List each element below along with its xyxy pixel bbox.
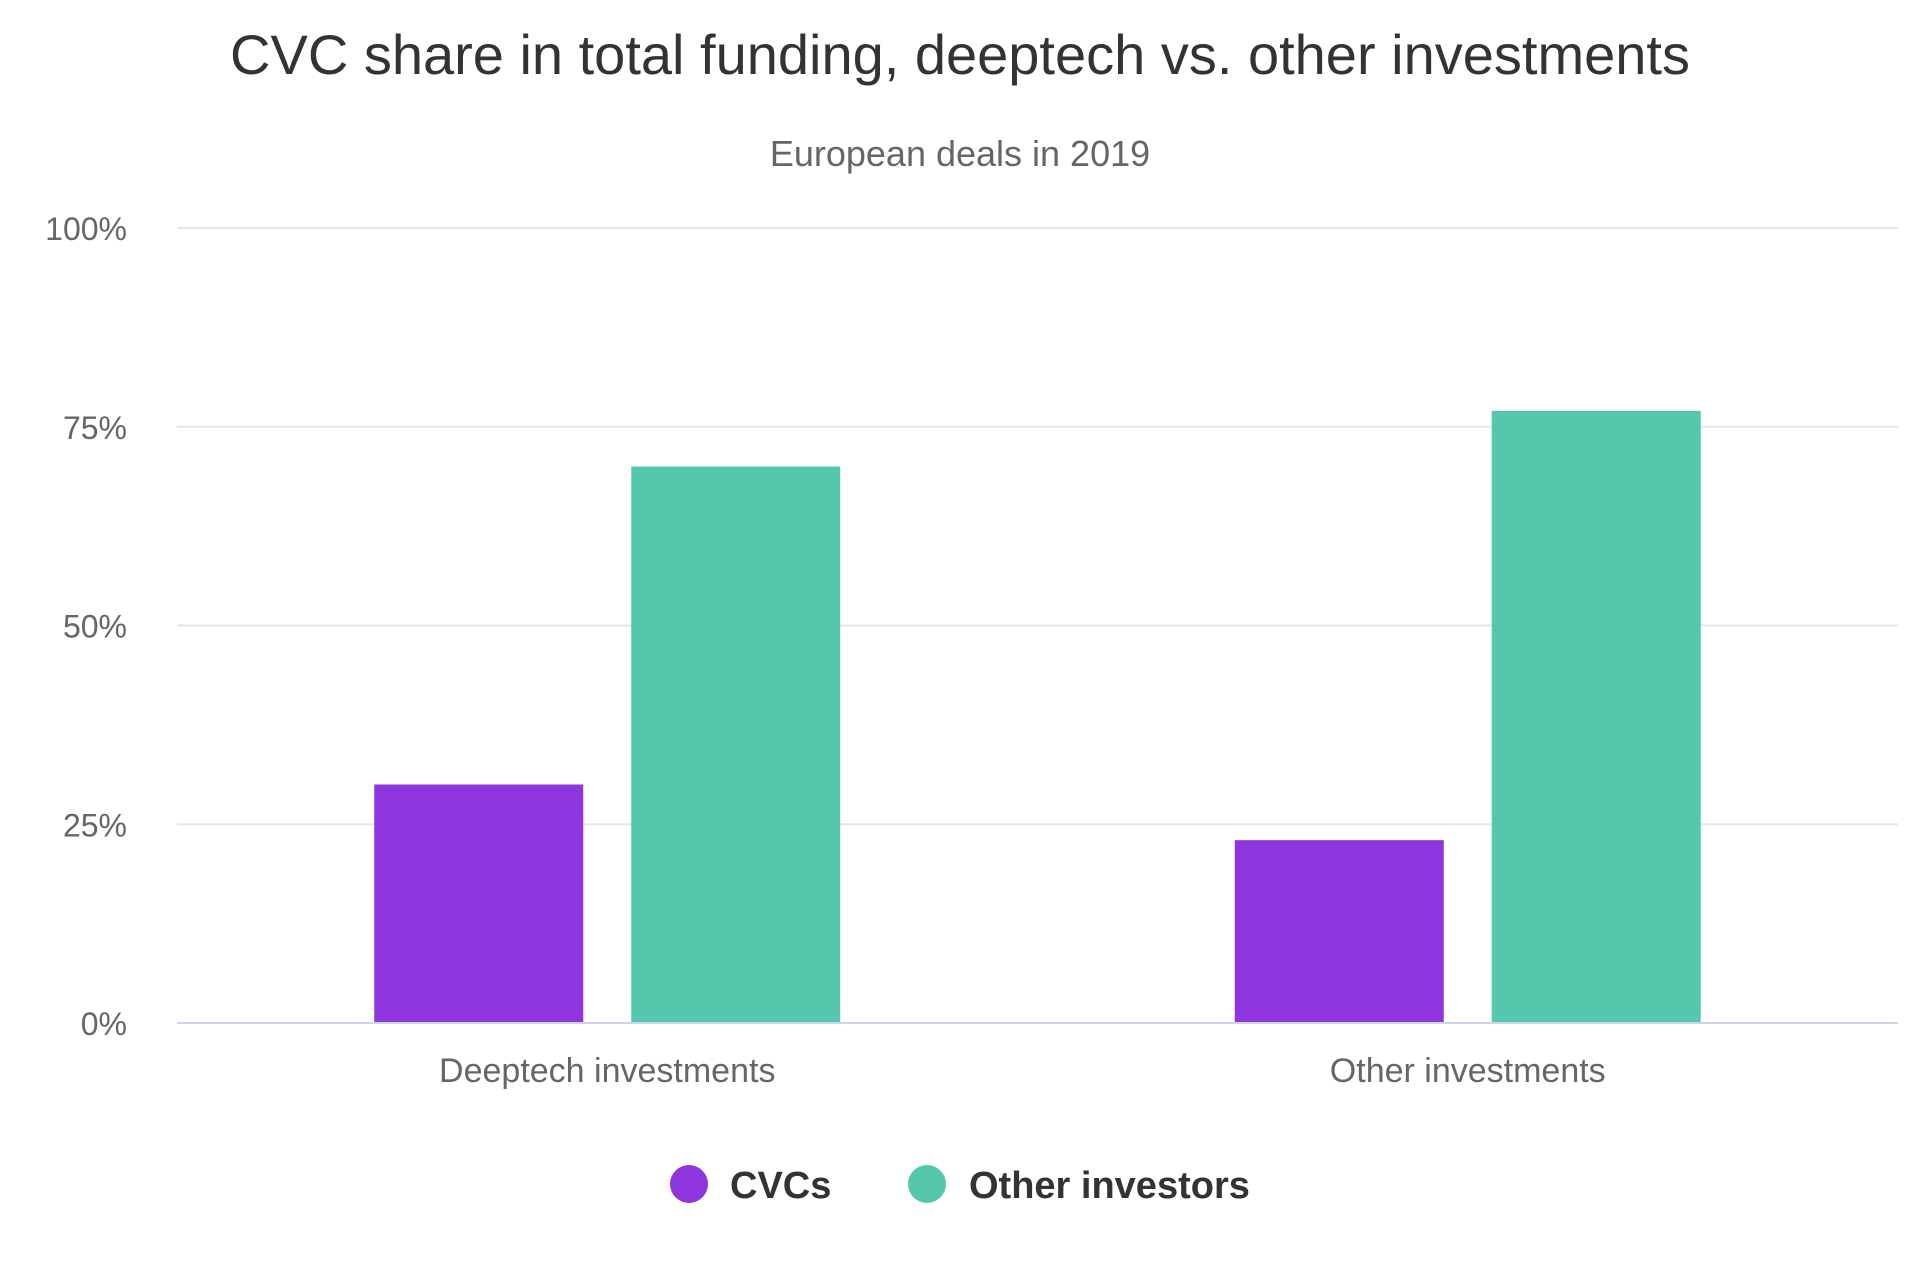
chart-title: CVC share in total funding, deeptech vs.… [230, 23, 1690, 86]
legend-swatch-other-investors [908, 1165, 946, 1203]
legend-label-other-investors: Other investors [969, 1165, 1250, 1207]
y-tick-label: 100% [45, 211, 127, 247]
x-tick-label: Deeptech investments [439, 1052, 775, 1090]
y-tick-label: 75% [63, 410, 127, 446]
x-axis-tick-labels: Deeptech investments Other investments [439, 1052, 1606, 1090]
bar-cvcs-0[interactable] [374, 784, 584, 1024]
y-tick-label: 50% [63, 609, 127, 645]
chart-subtitle: European deals in 2019 [770, 133, 1150, 174]
legend: CVCs Other investors [670, 1165, 1250, 1207]
legend-swatch-cvcs [670, 1165, 708, 1203]
bars [374, 410, 1701, 1024]
y-tick-label: 0% [81, 1006, 127, 1042]
legend-item-cvcs[interactable]: CVCs [670, 1165, 831, 1207]
bar-cvcs-1[interactable] [1234, 840, 1444, 1023]
bar-other-investors-0[interactable] [631, 466, 841, 1024]
x-tick-label: Other investments [1330, 1052, 1606, 1090]
legend-label-cvcs: CVCs [730, 1165, 831, 1207]
y-tick-label: 25% [63, 807, 127, 843]
y-axis-tick-labels: 0% 25% 50% 75% 100% [45, 211, 127, 1042]
legend-item-other-investors[interactable]: Other investors [908, 1165, 1250, 1207]
bar-other-investors-1[interactable] [1491, 410, 1701, 1024]
